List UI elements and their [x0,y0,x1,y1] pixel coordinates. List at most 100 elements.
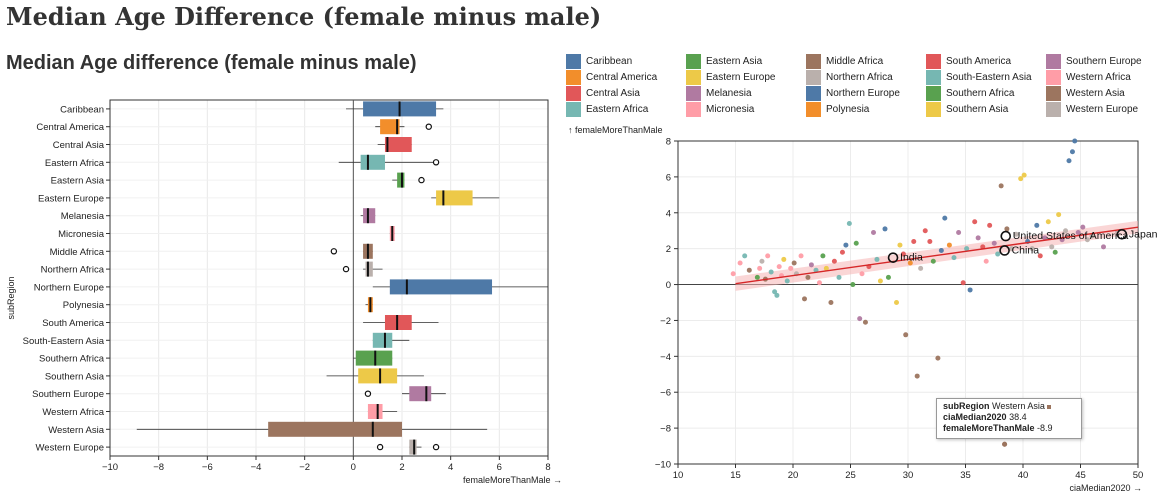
tick-label-x: 6 [497,462,502,473]
legend-label: Western Africa [1066,72,1131,83]
highlight-point [1000,230,1012,242]
tick-label-x: 35 [960,470,971,481]
legend-swatch [1046,102,1061,117]
outlier-point [418,176,425,184]
tick-label-y: Northern Europe [34,282,104,293]
tick-label-y: South America [42,318,104,329]
box-southern-europe [409,386,432,402]
data-point [846,221,852,227]
legend-label: Micronesia [706,104,755,115]
data-point [1029,246,1035,252]
legend-label: Southern Asia [946,104,1009,115]
tick-label-y: Central America [36,122,104,133]
data-point [871,230,876,236]
box-south-eastern-asia [372,332,393,348]
tick-label-y: Caribbean [60,104,104,115]
data-point [918,265,924,271]
outlier-point [330,248,338,255]
data-point [1072,138,1078,144]
legend-swatch [926,102,941,117]
legend-item-western-africa: Western Africa [1046,70,1131,85]
point-label-united-states-of-america: United States of America [1013,230,1129,242]
point-label-japan: Japan [1129,228,1158,240]
tick-label-y: −6 [660,388,671,399]
data-point [900,251,906,257]
legend-label: Eastern Europe [706,72,776,83]
legend-swatch [926,86,941,101]
tick-label-y: 2 [666,244,671,255]
tick-label-y: Polynesia [63,300,105,311]
outlier-point [364,390,372,397]
data-point [975,235,981,241]
data-point [922,228,928,234]
tick-label-y: Central Asia [53,140,105,151]
data-point [813,267,819,273]
point-label-china: China [1012,244,1040,256]
tick-label-x: 20 [788,470,799,481]
data-point [903,332,909,338]
tick-label-y: −4 [660,352,671,363]
tick-label-x: 4 [448,462,453,473]
legend-item-eastern-asia: Eastern Asia [686,54,762,69]
tick-label-x: −4 [251,462,262,473]
data-point [798,253,804,259]
legend-label: Eastern Africa [586,104,649,115]
tick-label-x: 50 [1133,470,1144,481]
data-point [951,255,957,261]
tick-label-y: Melanesia [61,211,105,222]
data-point [987,222,993,228]
legend-item-western-europe: Western Europe [1046,102,1138,117]
legend-swatch [566,54,581,69]
tick-label-x: −6 [202,462,213,473]
tooltip-key-median: ciaMedian2020 [943,412,1007,422]
legend-item-micronesia: Micronesia [686,102,754,117]
legend-swatch [566,86,581,101]
data-point [972,219,978,225]
legend-swatch [806,86,821,101]
data-point [1037,253,1043,259]
legend-label: Northern Africa [826,72,893,83]
box-northern-europe [389,279,493,295]
data-point [1049,244,1055,250]
data-point [877,278,883,284]
box-western-asia [268,421,402,437]
data-point [897,242,903,248]
legend-swatch [926,54,941,69]
box-southern-africa [355,350,393,366]
data-point [742,253,748,259]
box-western-africa [367,404,383,419]
data-point [1056,212,1062,218]
legend-label: South America [946,56,1012,67]
tick-label-y: Northern Africa [41,265,105,276]
legend-swatch [566,102,581,117]
legend-label: Central Asia [586,88,640,99]
data-point [946,242,952,248]
legend-label: Caribbean [586,56,633,67]
tick-label-y: Eastern Africa [45,158,105,169]
data-point [859,271,865,277]
data-point [772,289,778,295]
outlier-point [342,265,350,273]
page-title: Median Age Difference (female minus male… [6,2,602,31]
data-point [730,271,736,277]
legend-swatch [1046,86,1061,101]
data-point [1052,249,1058,255]
data-point [942,215,948,221]
selected-point [1002,441,1008,447]
legend-item-southern-asia: Southern Asia [926,102,1008,117]
tick-label-y: Western Africa [42,407,104,418]
data-point [836,274,842,280]
box-eastern-africa [360,154,385,170]
highlight-point [887,252,899,263]
data-point [839,249,845,255]
legend-item-northern-europe: Northern Europe [806,86,900,101]
data-point [1089,233,1095,239]
tick-label-y: −10 [655,460,671,471]
legend-swatch [686,54,701,69]
legend-swatch [686,70,701,85]
data-point [894,300,899,305]
legend-swatch [1046,70,1061,85]
tick-label-y: 8 [666,137,671,148]
tick-label-y: Middle Africa [50,247,105,258]
box-melanesia [363,208,376,224]
